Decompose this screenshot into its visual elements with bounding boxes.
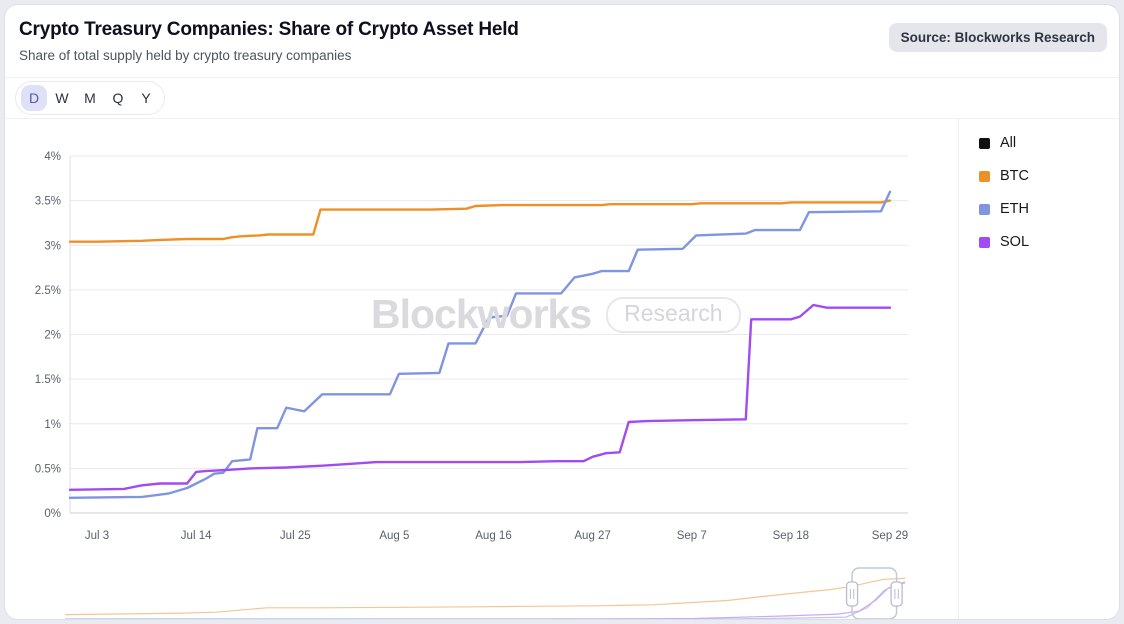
legend-swatch-all — [979, 137, 990, 149]
legend-item-btc[interactable]: BTC — [979, 168, 1118, 184]
x-tick-label: Aug 27 — [574, 530, 610, 542]
y-tick-label: 1% — [44, 419, 61, 431]
main-chart[interactable]: 0% 0.5% 1% 1.5% 2% 2.5% 3% 3.5% 4% Jul 3 Jul 14 Jul… — [5, 119, 958, 567]
chart-area: 0% 0.5% 1% 1.5% 2% 2.5% 3% 3.5% 4% Jul 3 Jul 14 Jul… — [5, 119, 958, 620]
chart-card: Crypto Treasury Companies: Share of Cryp… — [4, 4, 1120, 620]
x-tick-label: Sep 7 — [677, 530, 707, 542]
legend: All BTC ETH SOL — [958, 119, 1118, 619]
navigator-series-sol-mini — [552, 581, 906, 619]
chart-main: 0% 0.5% 1% 1.5% 2% 2.5% 3% 3.5% 4% Jul 3 Jul 14 Jul… — [5, 119, 1119, 620]
page-title: Crypto Treasury Companies: Share of Cryp… — [19, 19, 519, 40]
series-line-sol — [68, 303, 892, 491]
x-tick-label: Jul 3 — [85, 530, 109, 542]
series-line-eth — [68, 190, 892, 499]
y-tick-label: 2.5% — [35, 285, 61, 297]
x-tick-label: Aug 16 — [475, 530, 511, 542]
legend-item-eth[interactable]: ETH — [979, 201, 1118, 217]
x-tick-label: Sep 29 — [872, 530, 908, 542]
header: Crypto Treasury Companies: Share of Cryp… — [5, 5, 1119, 78]
legend-label: All — [1000, 135, 1017, 151]
navigator-handle-left[interactable] — [845, 581, 859, 607]
navigator-handle-right[interactable] — [890, 581, 903, 607]
range-button-y[interactable]: Y — [133, 85, 159, 111]
legend-swatch-sol — [979, 236, 990, 248]
legend-label: BTC — [1000, 168, 1029, 184]
x-tick-label: Sep 18 — [773, 530, 809, 542]
y-tick-label: 0% — [44, 508, 61, 520]
legend-label: SOL — [1000, 234, 1030, 250]
legend-item-sol[interactable]: SOL — [979, 234, 1118, 250]
legend-label: ETH — [1000, 201, 1029, 217]
x-tick-label: Jul 25 — [280, 530, 311, 542]
page-subtitle: Share of total supply held by crypto tre… — [19, 48, 352, 63]
range-button-q[interactable]: Q — [105, 85, 131, 111]
y-tick-label: 0.5% — [35, 463, 61, 475]
y-tick-label: 1.5% — [35, 374, 61, 386]
x-tick-label: Aug 5 — [379, 530, 409, 542]
y-tick-label: 3.5% — [35, 196, 61, 208]
range-button-w[interactable]: W — [49, 85, 75, 111]
range-button-m[interactable]: M — [77, 85, 103, 111]
navigator-series-btc-mini — [64, 577, 906, 616]
series-line-btc — [68, 199, 892, 243]
y-tick-label: 2% — [44, 330, 61, 342]
source-badge: Source: Blockworks Research — [888, 23, 1107, 52]
y-tick-label: 4% — [44, 151, 61, 163]
range-button-d[interactable]: D — [21, 85, 47, 111]
navigator-chart[interactable] — [5, 567, 958, 620]
legend-swatch-eth — [979, 203, 990, 215]
legend-swatch-btc — [979, 170, 990, 182]
x-tick-label: Jul 14 — [181, 530, 212, 542]
legend-item-all[interactable]: All — [979, 135, 1118, 151]
y-tick-label: 3% — [44, 240, 61, 252]
